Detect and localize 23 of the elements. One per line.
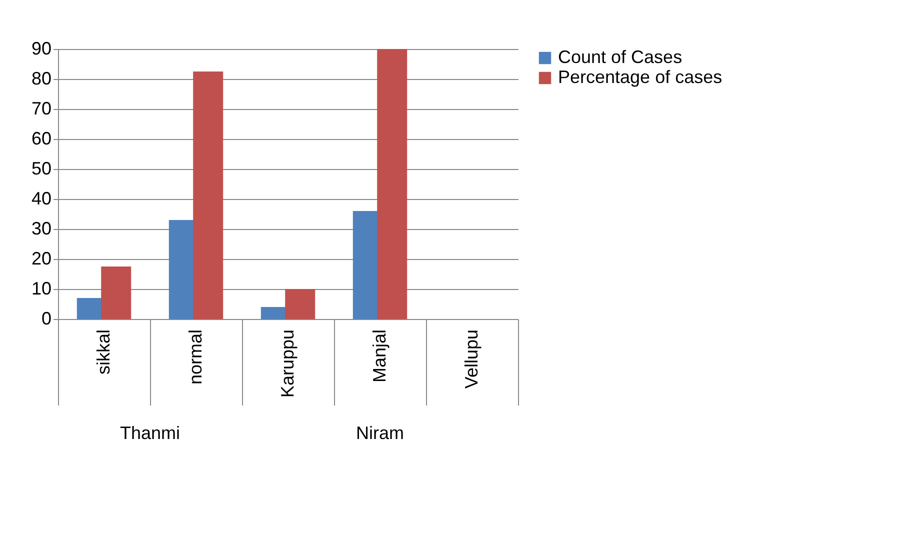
y-tick-label: 20	[31, 248, 52, 268]
y-tick-label: 80	[31, 68, 52, 88]
x-tick-label: normal	[186, 330, 206, 385]
bar	[193, 72, 224, 319]
y-tick-label: 90	[31, 38, 52, 58]
y-tick-label: 30	[31, 218, 52, 238]
y-tick-label: 40	[31, 188, 52, 208]
y-tick-label: 0	[41, 308, 52, 328]
y-tick-label: 10	[31, 278, 52, 298]
x-tick-label: Manjal	[370, 330, 390, 383]
bar	[285, 289, 316, 319]
y-tick-label: 50	[31, 158, 52, 178]
x-tick-label: Karuppu	[278, 330, 298, 398]
bar	[377, 49, 408, 319]
text: Niram	[356, 423, 404, 443]
y-tick-label: 60	[31, 128, 52, 148]
legend-label: Percentage of cases	[558, 67, 722, 87]
x-tick-label: Vellupu	[462, 330, 482, 389]
x-tick-label: sikkal	[94, 330, 114, 375]
legend-label: Count of Cases	[558, 47, 682, 67]
text: Thanmi	[120, 423, 180, 443]
bar	[101, 266, 132, 319]
y-tick-label: 70	[31, 98, 52, 118]
